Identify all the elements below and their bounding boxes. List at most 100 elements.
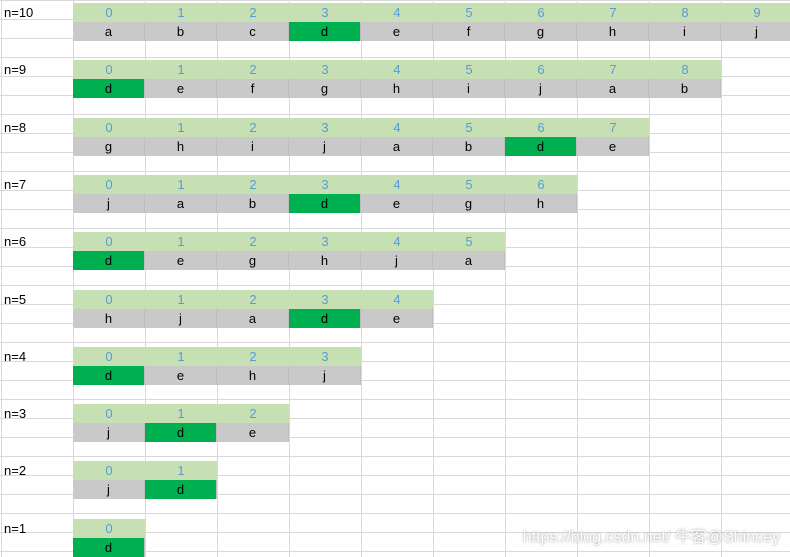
index-cell: 0	[73, 290, 145, 309]
index-cell: 1	[145, 347, 217, 366]
value-cell: j	[361, 251, 433, 270]
index-cell: 0	[73, 118, 145, 137]
value-cell: a	[217, 309, 289, 328]
index-cell: 2	[217, 60, 289, 79]
value-cell: b	[217, 194, 289, 213]
row-label: n=10	[4, 5, 34, 20]
value-cell: e	[145, 366, 217, 385]
index-cell: 7	[577, 60, 649, 79]
index-cell: 2	[217, 347, 289, 366]
value-cell-highlighted: d	[505, 137, 577, 156]
index-cell: 1	[145, 175, 217, 194]
row-label: n=3	[4, 406, 27, 421]
index-cell: 4	[361, 290, 433, 309]
index-cell: 3	[289, 118, 361, 137]
value-cell: e	[577, 137, 649, 156]
value-cell: a	[361, 137, 433, 156]
index-cell: 8	[649, 60, 721, 79]
value-cell: h	[361, 79, 433, 98]
index-cell: 3	[289, 60, 361, 79]
index-cell: 4	[361, 232, 433, 251]
index-cell: 2	[217, 232, 289, 251]
value-cell: h	[217, 366, 289, 385]
watermark-text: https://blog.csdn.net/ 牛客@Shincey	[522, 529, 780, 546]
index-cell: 2	[217, 175, 289, 194]
value-cell: j	[721, 22, 790, 41]
value-cell: j	[73, 480, 145, 499]
value-cell: j	[289, 137, 361, 156]
value-cell-highlighted: d	[73, 79, 145, 98]
index-cell: 4	[361, 3, 433, 22]
index-cell: 1	[145, 232, 217, 251]
value-cell: h	[577, 22, 649, 41]
value-cell: j	[73, 423, 145, 442]
value-cell: g	[217, 251, 289, 270]
index-cell: 4	[361, 175, 433, 194]
index-cell: 0	[73, 404, 145, 423]
value-cell: b	[649, 79, 721, 98]
index-cell: 0	[73, 175, 145, 194]
value-cell: g	[289, 79, 361, 98]
index-cell: 2	[217, 3, 289, 22]
value-cell-highlighted: d	[73, 366, 145, 385]
value-cell: i	[649, 22, 721, 41]
value-cell-highlighted: d	[145, 423, 217, 442]
index-cell: 2	[217, 290, 289, 309]
value-cell: c	[217, 22, 289, 41]
index-cell: 7	[577, 3, 649, 22]
index-cell: 5	[433, 232, 505, 251]
index-cell: 5	[433, 118, 505, 137]
value-cell: e	[217, 423, 289, 442]
value-cell: a	[73, 22, 145, 41]
value-cell: a	[145, 194, 217, 213]
row-label: n=9	[4, 62, 27, 77]
value-cell-highlighted: d	[73, 538, 145, 557]
index-cell: 3	[289, 347, 361, 366]
value-cell: f	[217, 79, 289, 98]
value-cell: j	[145, 309, 217, 328]
value-cell: e	[361, 309, 433, 328]
row-label: n=4	[4, 349, 27, 364]
index-cell: 1	[145, 290, 217, 309]
value-cell: h	[145, 137, 217, 156]
value-cell: h	[289, 251, 361, 270]
row-label: n=6	[4, 234, 27, 249]
value-cell: e	[145, 79, 217, 98]
value-cell-highlighted: d	[145, 480, 217, 499]
index-cell: 0	[73, 232, 145, 251]
value-cell: j	[505, 79, 577, 98]
index-cell: 8	[649, 3, 721, 22]
row-label: n=2	[4, 463, 27, 478]
value-cell-highlighted: d	[289, 309, 361, 328]
index-cell: 4	[361, 60, 433, 79]
value-cell: h	[505, 194, 577, 213]
row-label: n=8	[4, 120, 27, 135]
value-cell: b	[145, 22, 217, 41]
index-cell: 2	[217, 404, 289, 423]
index-cell: 9	[721, 3, 790, 22]
value-cell: e	[361, 22, 433, 41]
value-cell: a	[433, 251, 505, 270]
index-cell: 1	[145, 118, 217, 137]
index-cell: 6	[505, 175, 577, 194]
value-cell: h	[73, 309, 145, 328]
index-cell: 5	[433, 60, 505, 79]
value-cell-highlighted: d	[73, 251, 145, 270]
index-cell: 1	[145, 461, 217, 480]
index-cell: 0	[73, 347, 145, 366]
value-cell: g	[73, 137, 145, 156]
value-cell: i	[217, 137, 289, 156]
index-cell: 5	[433, 3, 505, 22]
value-cell: g	[433, 194, 505, 213]
row-label: n=7	[4, 177, 27, 192]
index-cell: 5	[433, 175, 505, 194]
index-cell: 1	[145, 3, 217, 22]
index-cell: 6	[505, 3, 577, 22]
index-cell: 3	[289, 175, 361, 194]
index-cell: 0	[73, 60, 145, 79]
value-cell: j	[289, 366, 361, 385]
value-cell: i	[433, 79, 505, 98]
index-cell: 3	[289, 232, 361, 251]
value-cell: e	[145, 251, 217, 270]
